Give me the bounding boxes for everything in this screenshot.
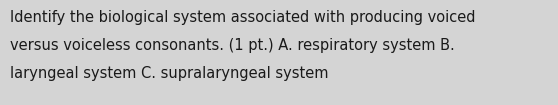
Text: Identify the biological system associated with producing voiced: Identify the biological system associate… — [10, 10, 475, 25]
Text: laryngeal system C. supralaryngeal system: laryngeal system C. supralaryngeal syste… — [10, 66, 329, 81]
Text: versus voiceless consonants. (1 pt.) A. respiratory system B.: versus voiceless consonants. (1 pt.) A. … — [10, 38, 455, 53]
